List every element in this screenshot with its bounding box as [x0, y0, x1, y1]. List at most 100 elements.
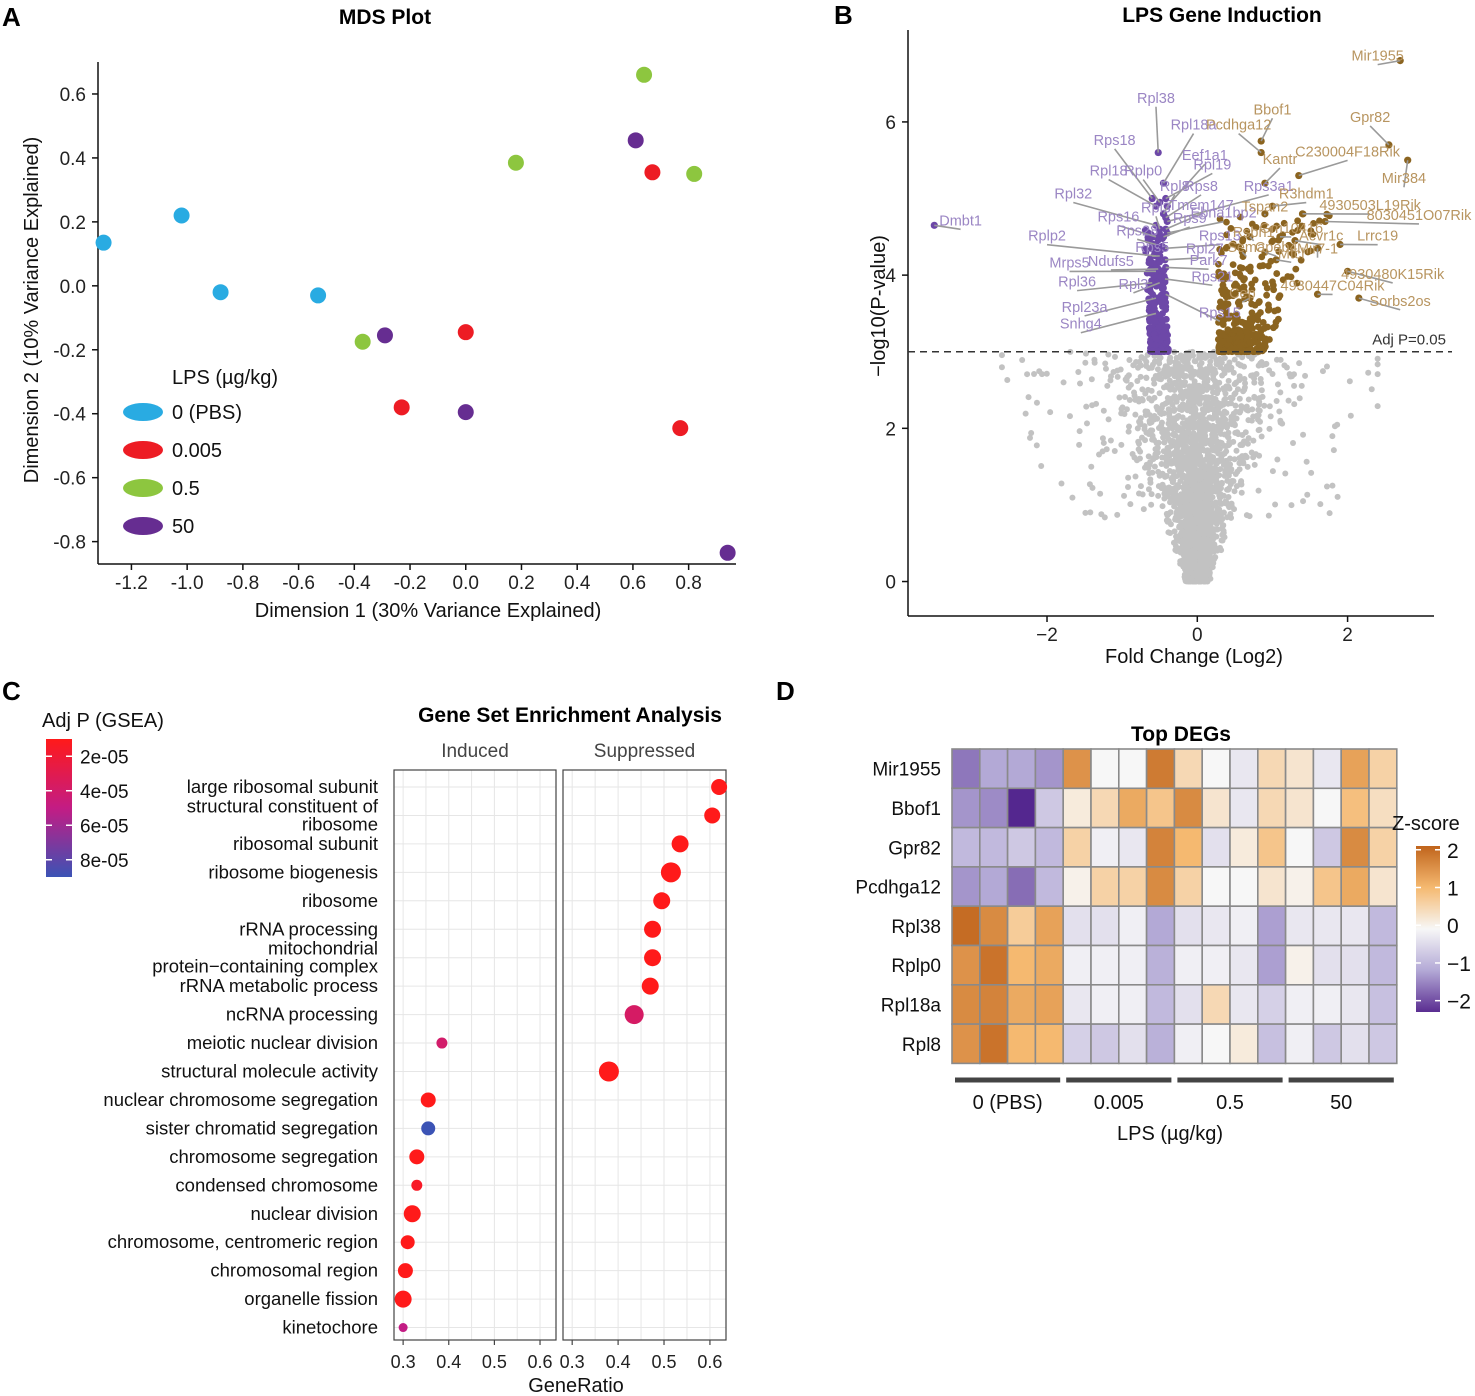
volcano-point-ns: [1290, 439, 1297, 446]
volcano-point-ns: [1114, 367, 1121, 374]
volcano-point-induced: [1234, 314, 1241, 322]
volcano-point-ns: [1241, 375, 1248, 382]
gsea-x-tick-label: 0.5: [482, 1352, 507, 1372]
volcano-point-ns: [1172, 432, 1179, 439]
volcano-point-ns: [1258, 433, 1265, 440]
volcano-point-ns: [1213, 360, 1220, 367]
volcano-point-induced: [1231, 326, 1239, 334]
volcano-point-labeled: [1336, 240, 1344, 249]
volcano-point-induced: [1226, 336, 1233, 344]
volcano-point-ns: [1203, 495, 1210, 502]
volcano-point-induced: [1229, 240, 1237, 248]
volcano-point-ns: [1127, 501, 1134, 508]
heatmap-cell: [1006, 748, 1037, 790]
volcano-point-ns: [1121, 411, 1128, 418]
volcano-point-ns: [1096, 451, 1103, 458]
volcano-point-ns: [1231, 456, 1238, 463]
volcano-label-leader: [1118, 224, 1157, 238]
volcano-y-tick-label: 4: [885, 266, 896, 287]
volcano-point-ns: [1190, 447, 1197, 454]
volcano-point-induced: [1267, 257, 1275, 265]
gsea-colorbar-label: 8e-05: [80, 851, 129, 872]
heatmap-cell: [1173, 748, 1204, 790]
heatmap-cell: [1284, 983, 1315, 1025]
heatmap-cell: [1062, 983, 1092, 1025]
volcano-point-suppressed: [1163, 323, 1171, 331]
volcano-point-ns: [1177, 365, 1184, 372]
volcano-label-leader: [1080, 312, 1157, 334]
gsea-term-label: organelle fission: [244, 1288, 378, 1309]
volcano-point-ns: [1198, 359, 1205, 366]
volcano-point-induced: [1265, 305, 1273, 312]
heatmap-cell: [1034, 866, 1065, 908]
heatmap-cell: [1201, 748, 1231, 790]
volcano-point-ns: [1231, 506, 1238, 513]
volcano-point-ns: [1088, 376, 1095, 383]
heatmap-cell: [1368, 944, 1398, 986]
heatmap-row-label: Rpl8: [902, 1035, 941, 1056]
volcano-point-ns: [1233, 447, 1240, 454]
volcano-gene-label: Snhg4: [1060, 317, 1102, 333]
volcano-point-induced: [1253, 332, 1261, 340]
volcano-label-leader: [1165, 266, 1209, 270]
heatmap-cell: [1201, 1023, 1231, 1065]
gsea-point: [397, 1263, 413, 1279]
volcano-point-ns: [1203, 398, 1210, 405]
volcano-point-ns: [1102, 365, 1109, 372]
mds-y-axis-title: Dimension 2 (10% Variance Explained): [21, 137, 43, 483]
volcano-point-ns: [1192, 386, 1199, 393]
volcano-x-axis-title: Fold Change (Log2): [1105, 646, 1283, 668]
volcano-label-leader: [934, 224, 961, 231]
volcano-point-ns: [1230, 417, 1237, 424]
volcano-point-ns: [1047, 409, 1054, 416]
volcano-point-ns: [1225, 400, 1232, 407]
volcano-point-induced: [1236, 213, 1244, 221]
gsea-term-label: kinetochore: [282, 1317, 378, 1338]
volcano-point-ns: [1231, 488, 1238, 495]
volcano-point-ns: [1197, 383, 1204, 390]
volcano-label-leader: [1164, 256, 1205, 261]
volcano-y-tick-label: 2: [885, 419, 896, 440]
volcano-point-ns: [1199, 388, 1206, 395]
heatmap-cell: [1062, 866, 1092, 908]
volcano-point-ns: [1134, 377, 1141, 384]
heatmap-cell: [1368, 1023, 1398, 1065]
volcano-point-induced: [1248, 285, 1256, 293]
mds-x-tick-label: 0.0: [453, 573, 479, 594]
volcano-point-ns: [1202, 373, 1209, 380]
volcano-label-leader: [1294, 239, 1322, 246]
volcano-point-ns: [1161, 410, 1168, 417]
volcano-point-ns: [1038, 463, 1045, 470]
volcano-point-ns: [1216, 492, 1223, 499]
volcano-label-leader: [1155, 106, 1160, 153]
volcano-point-ns: [1238, 489, 1245, 496]
volcano-point-ns: [1151, 394, 1158, 401]
heatmap-cell: [1368, 905, 1398, 947]
volcano-point-ns: [1004, 377, 1011, 384]
volcano-point-ns: [1162, 400, 1169, 407]
volcano-point-induced: [1273, 270, 1281, 277]
volcano-point-ns: [1132, 473, 1139, 480]
volcano-point-ns: [1148, 491, 1155, 498]
volcano-threshold-label: Adj P=0.05: [1372, 332, 1446, 349]
volcano-point-ns: [1111, 447, 1118, 454]
volcano-point-ns: [1190, 530, 1197, 537]
volcano-point-induced: [1241, 275, 1248, 283]
volcano-point-induced: [1246, 315, 1254, 323]
heatmap-cell: [978, 748, 1009, 790]
heatmap-colorbar-label: 0: [1447, 915, 1459, 938]
heatmap-cell: [978, 866, 1009, 908]
heatmap-cell: [1284, 748, 1315, 790]
volcano-point-suppressed: [1151, 300, 1158, 308]
volcano-point-ns: [1189, 461, 1196, 468]
volcano-point-induced: [1309, 230, 1317, 238]
volcano-point-ns: [1105, 416, 1112, 423]
volcano-point-ns: [1158, 404, 1165, 411]
heatmap-cell: [1006, 826, 1037, 868]
volcano-point-ns: [1234, 429, 1241, 436]
gsea-point: [660, 862, 681, 883]
volcano-point-ns: [1251, 461, 1258, 468]
mds-point: [95, 234, 112, 251]
volcano-point-ns: [1031, 371, 1038, 378]
volcano-point-ns: [1179, 414, 1186, 421]
